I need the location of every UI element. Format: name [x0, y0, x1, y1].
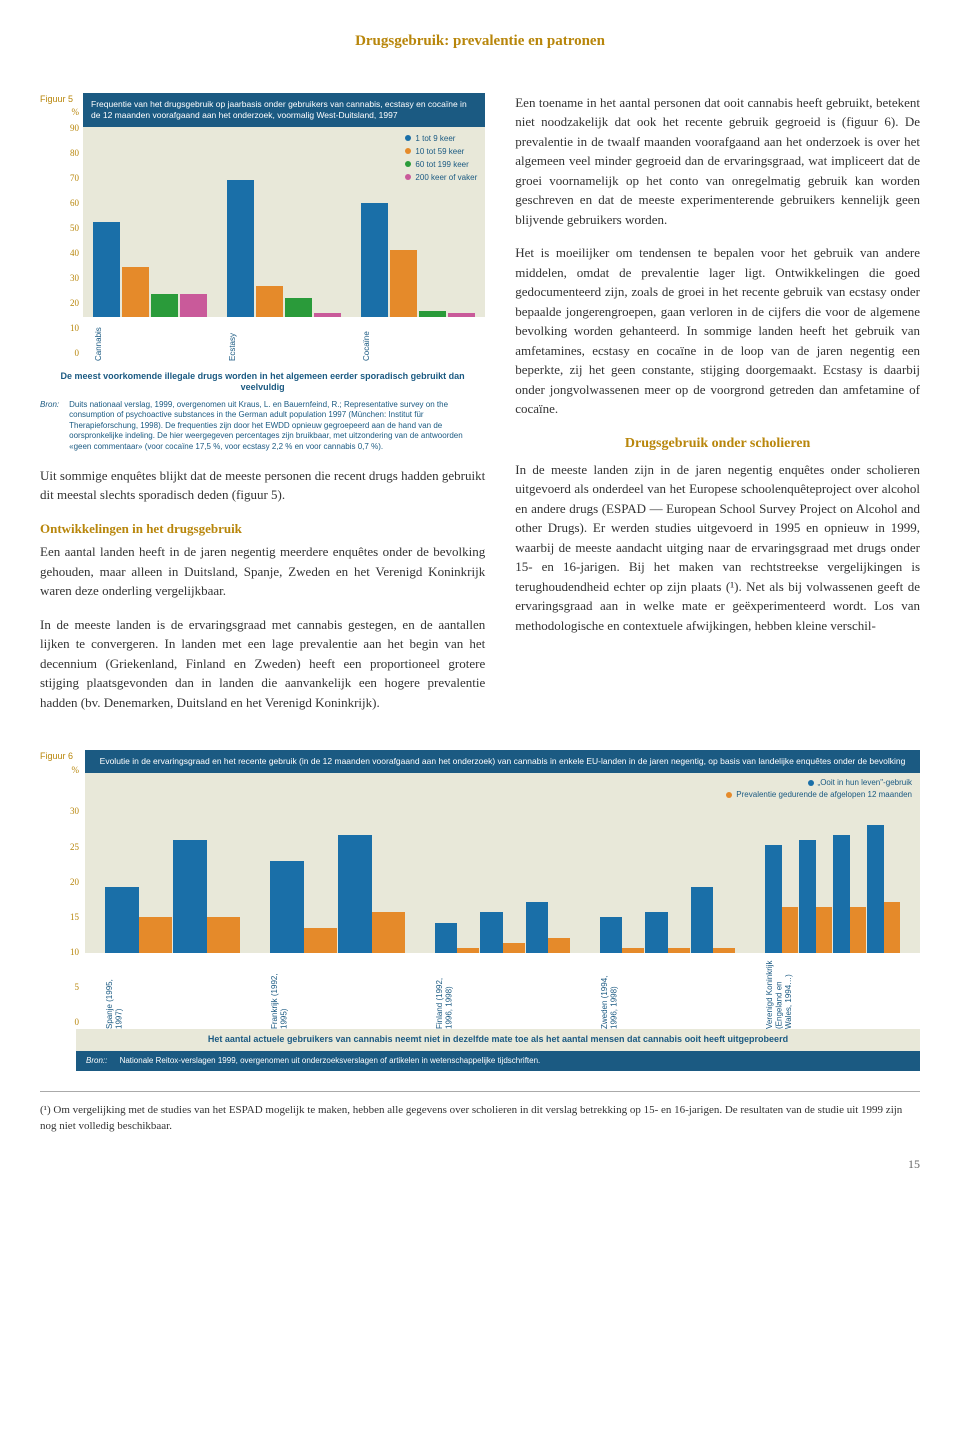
fig6-ylabel: %	[40, 764, 79, 778]
fig5-bron-text: Duits nationaal verslag, 1999, overgenom…	[69, 400, 485, 452]
right-paragraph-2: Het is moeilijker om tendensen te bepale…	[515, 243, 920, 419]
fig6-yticks: 302520151050	[40, 777, 79, 1029]
fig6-bars	[85, 773, 920, 953]
figure-6: Figuur 6 % 302520151050 Evolutie in de e…	[40, 750, 920, 1071]
fig5-title: Frequentie van het drugsgebruik op jaarb…	[83, 93, 485, 127]
fig5-label: Figuur 5	[40, 93, 73, 107]
left-paragraph-2: Een aantal landen heeft in de jaren nege…	[40, 542, 485, 601]
figure-5: Figuur 5 % 9080706050403020100 Frequenti…	[40, 93, 485, 361]
fig5-yticks: 9080706050403020100	[40, 122, 79, 361]
page-title: Drugsgebruik: prevalentie en patronen	[40, 30, 920, 53]
fig6-title: Evolutie in de ervaringsgraad en het rec…	[85, 750, 920, 773]
left-subheading: Ontwikkelingen in het drugsgebruik	[40, 519, 485, 539]
right-section-heading: Drugsgebruik onder scholieren	[515, 433, 920, 454]
fig6-bron-text: Nationale Reitox-verslagen 1999, overgen…	[120, 1056, 541, 1065]
fig5-caption: De meest voorkomende illegale drugs word…	[44, 371, 481, 394]
fig5-bars	[83, 127, 485, 317]
fig5-bron-label: Bron:	[40, 400, 59, 452]
right-paragraph-1: Een toename in het aantal personen dat o…	[515, 93, 920, 230]
fig5-source: Bron: Duits nationaal verslag, 1999, ove…	[40, 400, 485, 452]
page-number: 15	[40, 1155, 920, 1173]
footnote: (¹) Om vergelijking met de studies van h…	[40, 1102, 920, 1135]
fig5-categories: CannabisEcstasyCocaïne	[83, 317, 485, 361]
fig6-label: Figuur 6	[40, 750, 73, 764]
fig6-categories: Spanje (1995, 1997)Frankrijk (1992, 1995…	[85, 953, 920, 1029]
fig6-bron-label: Bron::	[86, 1056, 107, 1065]
fig6-source: Bron:: Nationale Reitox-verslagen 1999, …	[76, 1051, 920, 1071]
footnote-rule	[40, 1091, 920, 1092]
right-paragraph-3: In de meeste landen zijn in de jaren neg…	[515, 460, 920, 636]
fig6-caption: Het aantal actuele gebruikers van cannab…	[76, 1029, 920, 1051]
left-paragraph-1: Uit sommige enquêtes blijkt dat de meest…	[40, 466, 485, 505]
left-paragraph-3: In de meeste landen is de ervaringsgraad…	[40, 615, 485, 713]
fig5-ylabel: %	[40, 106, 79, 120]
